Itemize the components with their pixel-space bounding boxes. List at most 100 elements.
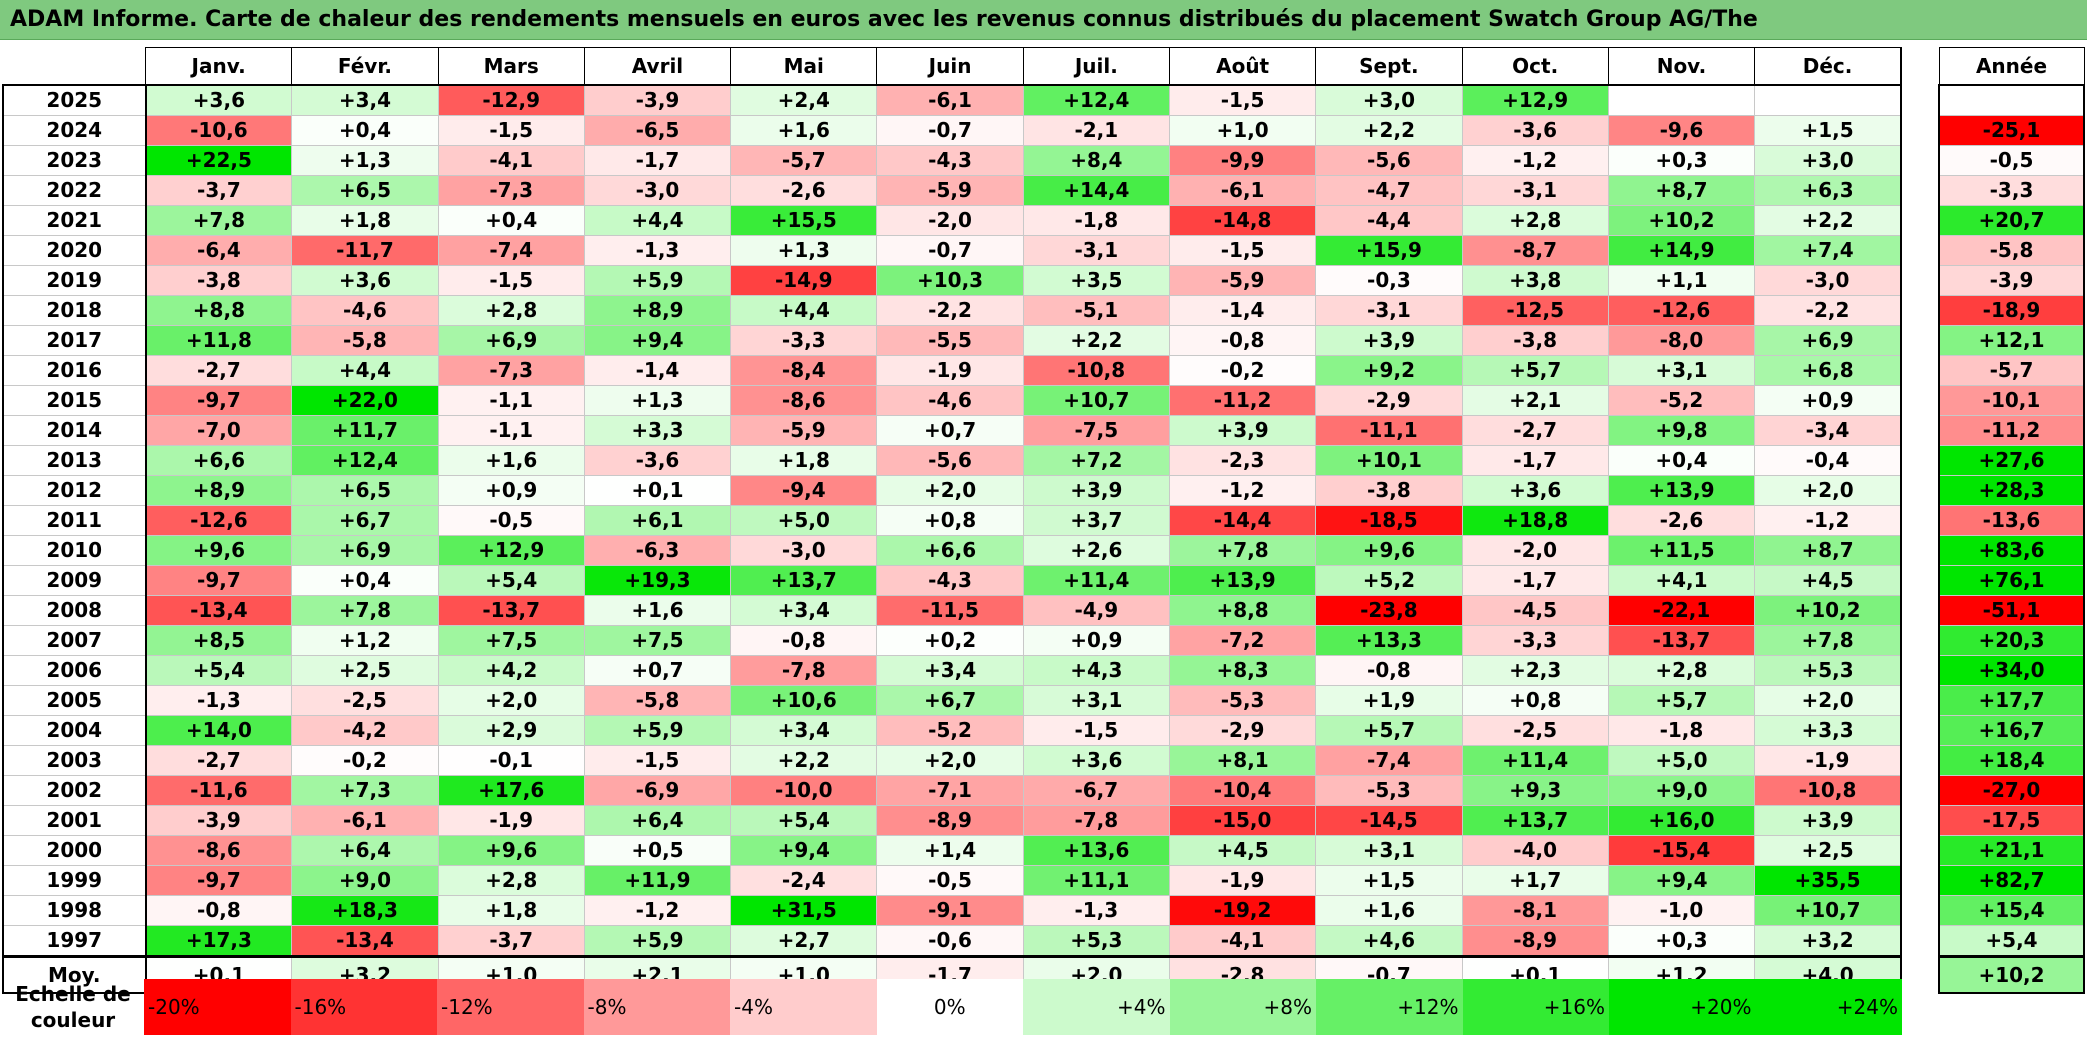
heatmap-cell: -11,5 — [876, 595, 1024, 626]
heatmap-cell: -0,7 — [876, 115, 1024, 146]
heatmap-cell: +2,0 — [1754, 685, 1903, 716]
heatmap-row: 2022 -3,7 +6,5 -7,3 -3,0 -2,6 -5,9 +14,4 -6,1 -4,… — [2, 175, 1903, 206]
heatmap-cell: +17,3 — [144, 925, 293, 958]
heatmap-cell: +11,4 — [1461, 745, 1609, 776]
heatmap-cell: -9,1 — [876, 895, 1024, 926]
heatmap-cell: +3,0 — [1315, 84, 1463, 116]
heatmap-cell: +2,5 — [291, 655, 439, 686]
heatmap-cell: -5,2 — [876, 715, 1024, 746]
year-label: 2002 — [2, 775, 147, 806]
year-label: 2004 — [2, 715, 147, 746]
heatmap-cell: -7,3 — [437, 175, 585, 206]
heatmap-cell: +14,9 — [1607, 235, 1756, 266]
year-label: 2001 — [2, 805, 147, 836]
heatmap-cell: +10,2 — [1607, 205, 1756, 236]
heatmap-cell: +11,9 — [583, 865, 732, 896]
heatmap-cell: +9,3 — [1461, 775, 1609, 806]
heatmap-cell: -6,7 — [1022, 775, 1170, 806]
annual-cell: +21,1 — [1938, 835, 2085, 866]
heatmap-cell: +2,2 — [1754, 205, 1903, 236]
heatmap-cell: +7,2 — [1022, 445, 1170, 476]
heatmap-cell: +5,3 — [1754, 655, 1903, 686]
annual-row: +34,0 — [1938, 655, 2085, 686]
month-header: Janv. — [144, 47, 293, 86]
heatmap-cell: +11,1 — [1022, 865, 1170, 896]
annual-cell — [1938, 84, 2085, 116]
year-label: 1997 — [2, 925, 147, 958]
heatmap-cell: -11,6 — [144, 775, 293, 806]
heatmap-cell: -2,0 — [876, 205, 1024, 236]
month-header: Oct. — [1461, 47, 1609, 86]
heatmap-cell: +0,4 — [1607, 445, 1756, 476]
heatmap-cell: -2,7 — [144, 745, 293, 776]
heatmap-cell: -5,1 — [1022, 295, 1170, 326]
year-label: 2014 — [2, 415, 147, 446]
annual-cell: -5,8 — [1938, 235, 2085, 266]
heatmap-cell: +10,7 — [1754, 895, 1903, 926]
heatmap-cell: +7,5 — [583, 625, 732, 656]
heatmap-cell: +3,5 — [1022, 265, 1170, 296]
heatmap-cell: -4,3 — [876, 145, 1024, 176]
heatmap-cell: -3,3 — [730, 325, 878, 356]
heatmap-cell: -1,7 — [583, 145, 732, 176]
heatmap-cell: -5,2 — [1607, 385, 1756, 416]
annual-cell: +27,6 — [1938, 445, 2085, 476]
heatmap-cell: -3,7 — [144, 175, 293, 206]
annual-cell: +83,6 — [1938, 535, 2085, 566]
heatmap-cell: -10,4 — [1168, 775, 1317, 806]
color-scale-stop: +16% — [1462, 979, 1609, 1035]
heatmap-cell: +22,0 — [291, 385, 439, 416]
annual-cell: +76,1 — [1938, 565, 2085, 596]
annual-row: -11,2 — [1938, 415, 2085, 446]
annual-row: +82,7 — [1938, 865, 2085, 896]
heatmap-cell: +2,8 — [437, 865, 585, 896]
heatmap-row: 1999 -9,7 +9,0 +2,8 +11,9 -2,4 -0,5 +11,1 -1,9 +1… — [2, 865, 1903, 896]
heatmap-cell: +9,6 — [1315, 535, 1463, 566]
heatmap-cell: -1,7 — [1461, 565, 1609, 596]
heatmap-cell: -5,6 — [876, 445, 1024, 476]
annual-cell: +20,3 — [1938, 625, 2085, 656]
heatmap-cell: -8,6 — [730, 385, 878, 416]
heatmap-cell: -14,4 — [1168, 505, 1317, 536]
heatmap-cell: +7,8 — [144, 205, 293, 236]
heatmap-cell: -5,9 — [730, 415, 878, 446]
heatmap-cell: +5,9 — [583, 715, 732, 746]
heatmap-cell: -1,2 — [1461, 145, 1609, 176]
heatmap-cell: -6,1 — [876, 84, 1024, 116]
annual-cell: +20,7 — [1938, 205, 2085, 236]
heatmap-row: 2010 +9,6 +6,9 +12,9 -6,3 -3,0 +6,6 +2,6 +7,8 +9,… — [2, 535, 1903, 566]
heatmap-cell: +8,3 — [1168, 655, 1317, 686]
month-header-row: Janv. Févr. Mars Avril Mai Juin Juil. Août Sept.… — [3, 47, 1903, 86]
heatmap-cell: +9,0 — [291, 865, 439, 896]
heatmap-cell: +0,1 — [583, 475, 732, 506]
heatmap-cell: -10,6 — [144, 115, 293, 146]
annual-row: +21,1 — [1938, 835, 2085, 866]
year-label: 1999 — [2, 865, 147, 896]
month-header: Sept. — [1315, 47, 1463, 86]
heatmap-cell: -2,0 — [1461, 535, 1609, 566]
heatmap-cell: -4,1 — [1168, 925, 1317, 958]
annual-cell: +82,7 — [1938, 865, 2085, 896]
heatmap-cell: -1,1 — [437, 415, 585, 446]
heatmap-cell: -2,2 — [876, 295, 1024, 326]
year-label: 2005 — [2, 685, 147, 716]
annual-header: Année — [1938, 47, 2085, 86]
annual-row: -3,3 — [1938, 175, 2085, 206]
annual-header-row: Année — [1938, 47, 2085, 86]
heatmap-cell: -4,1 — [437, 145, 585, 176]
annual-cell: -17,5 — [1938, 805, 2085, 836]
annual-cell: -11,2 — [1938, 415, 2085, 446]
heatmap-cell: -11,1 — [1315, 415, 1463, 446]
year-label: 2023 — [2, 145, 147, 176]
month-header: Juil. — [1022, 47, 1170, 86]
heatmap-cell: +6,4 — [291, 835, 439, 866]
heatmap-cell: -0,6 — [876, 925, 1024, 958]
annual-average-row: +10,2 — [1938, 955, 2085, 994]
color-scale-stop: +12% — [1316, 979, 1463, 1035]
annual-row: +20,3 — [1938, 625, 2085, 656]
annual-cell: +12,1 — [1938, 325, 2085, 356]
heatmap-cell: -1,3 — [1022, 895, 1170, 926]
heatmap-cell: +7,8 — [1168, 535, 1317, 566]
color-scale-legend: Echelle de couleur -20% -16% -12% -8% -4% 0% +… — [2, 979, 1902, 1035]
heatmap-cell: -9,4 — [730, 475, 878, 506]
